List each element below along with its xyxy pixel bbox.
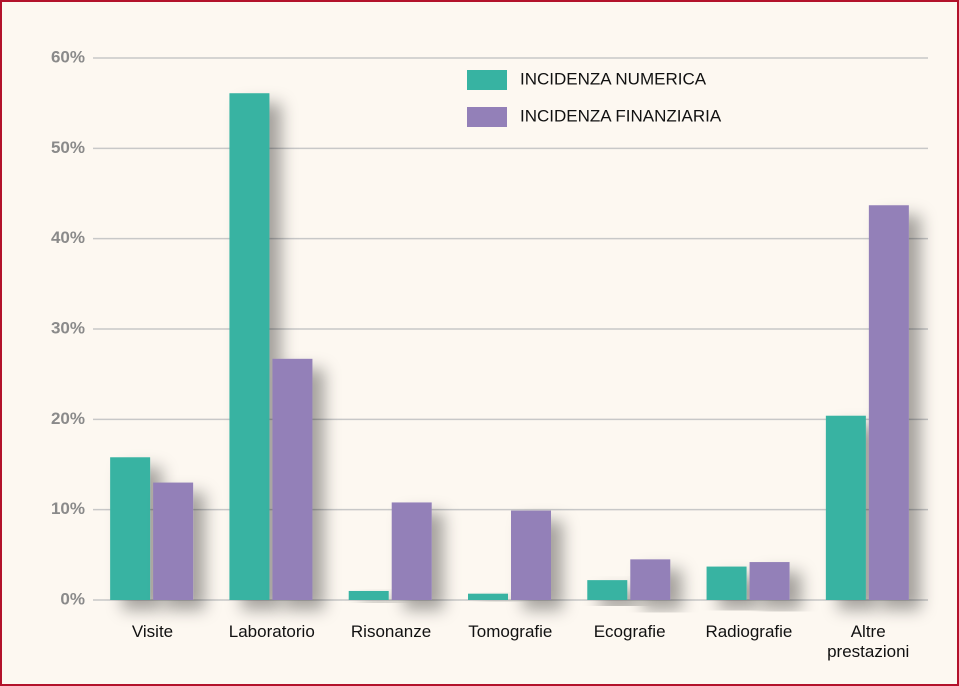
bar (110, 457, 151, 600)
bar (630, 559, 671, 600)
y-tick-label: 50% (51, 138, 85, 157)
y-tick-label: 60% (51, 47, 85, 66)
bar (587, 580, 628, 600)
x-tick-label: Laboratorio (228, 622, 315, 641)
bar (153, 482, 194, 600)
bar (868, 205, 909, 600)
bar (272, 358, 313, 600)
bar (749, 562, 790, 600)
y-tick-label: 20% (51, 409, 85, 428)
legend-swatch (467, 107, 507, 127)
bar (391, 502, 432, 600)
x-tick-label: Ecografie (593, 622, 666, 641)
legend-swatch (467, 70, 507, 90)
x-tick-label: Tomografie (468, 622, 553, 641)
legend-label: INCIDENZA NUMERICA (520, 69, 707, 88)
x-tick-label: Visite (131, 622, 174, 641)
x-tick-label: Altre prestazioni (827, 622, 910, 661)
y-tick-label: 40% (51, 228, 85, 247)
bar (468, 593, 508, 600)
x-tick-label: Risonanze (350, 622, 432, 641)
bar (825, 415, 866, 600)
y-tick-label: 30% (51, 318, 85, 337)
legend-label: INCIDENZA FINANZIARIA (520, 106, 722, 125)
bar (511, 510, 551, 600)
bar (229, 93, 270, 600)
bar (348, 590, 389, 600)
bar (706, 566, 747, 600)
y-tick-label: 0% (60, 589, 85, 608)
y-tick-label: 10% (51, 499, 85, 518)
x-tick-label: Radiografie (705, 622, 793, 641)
